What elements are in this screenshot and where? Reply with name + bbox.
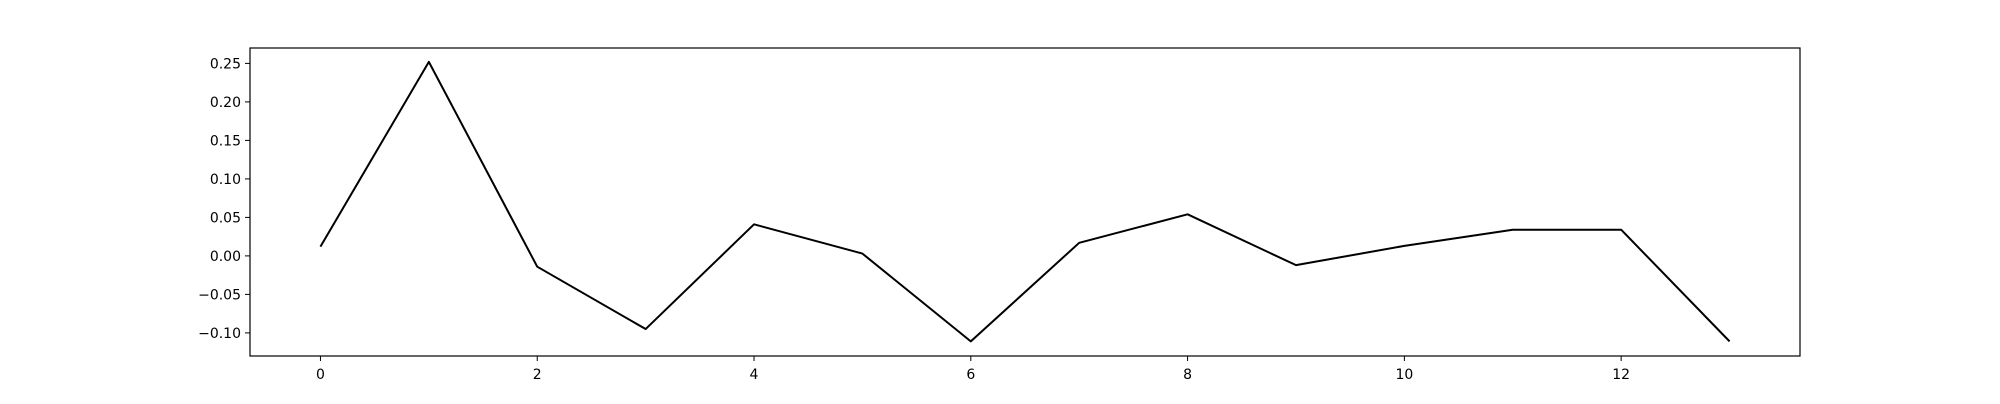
x-tick-label: 8 [1183,367,1192,383]
x-tick-label: 12 [1612,367,1630,383]
y-tick-label: 0.05 [210,210,241,226]
y-tick-label: −0.10 [198,326,241,342]
y-tick-label: 0.20 [210,95,241,111]
y-tick-label: 0.00 [210,249,241,265]
y-tick-label: 0.25 [210,56,241,72]
x-tick-label: 0 [316,367,325,383]
x-tick-label: 6 [966,367,975,383]
x-tick-label: 4 [750,367,759,383]
y-tick-label: −0.05 [198,287,241,303]
x-axis: 0 2 4 6 8 10 12 [316,356,1630,383]
series-line [319,60,1731,343]
x-tick-label: 10 [1395,367,1413,383]
y-axis: 0.25 0.20 0.15 0.10 0.05 0.00 −0.05 −0.10 [198,56,250,342]
series-layer [319,60,1731,343]
y-tick-label: 0.10 [210,172,241,188]
plot-area-frame [249,47,1801,357]
y-tick-label: 0.15 [210,133,241,149]
x-tick-label: 2 [533,367,542,383]
